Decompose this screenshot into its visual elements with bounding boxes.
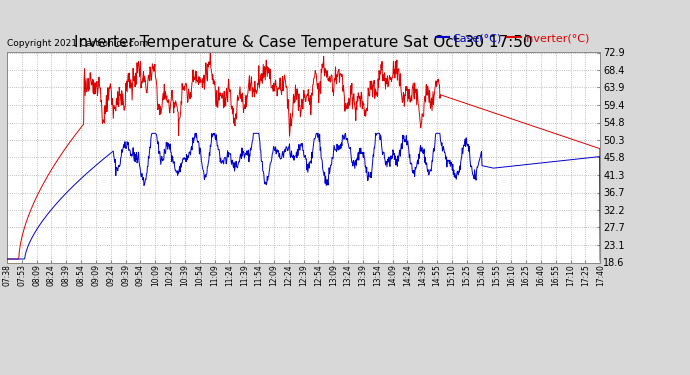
Title: Inverter Temperature & Case Temperature Sat Oct 30 17:50: Inverter Temperature & Case Temperature … [75, 35, 533, 50]
Legend: Case(°C), Inverter(°C): Case(°C), Inverter(°C) [431, 28, 595, 48]
Text: Copyright 2021 Cartronics.com: Copyright 2021 Cartronics.com [7, 39, 148, 48]
